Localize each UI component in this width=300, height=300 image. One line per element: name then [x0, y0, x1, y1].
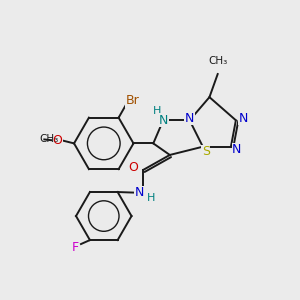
Text: N: N [135, 186, 144, 200]
Text: CH₃: CH₃ [208, 56, 227, 66]
Text: Br: Br [126, 94, 140, 107]
Text: CH₃: CH₃ [39, 134, 58, 144]
Text: O: O [52, 134, 62, 147]
Text: O: O [129, 161, 138, 174]
Text: N: N [158, 114, 168, 127]
Text: N: N [185, 112, 194, 125]
Text: H: H [147, 193, 155, 203]
Text: H: H [153, 106, 161, 116]
Text: N: N [232, 143, 242, 156]
Text: N: N [239, 112, 248, 125]
Text: F: F [71, 242, 79, 254]
Text: S: S [202, 145, 210, 158]
